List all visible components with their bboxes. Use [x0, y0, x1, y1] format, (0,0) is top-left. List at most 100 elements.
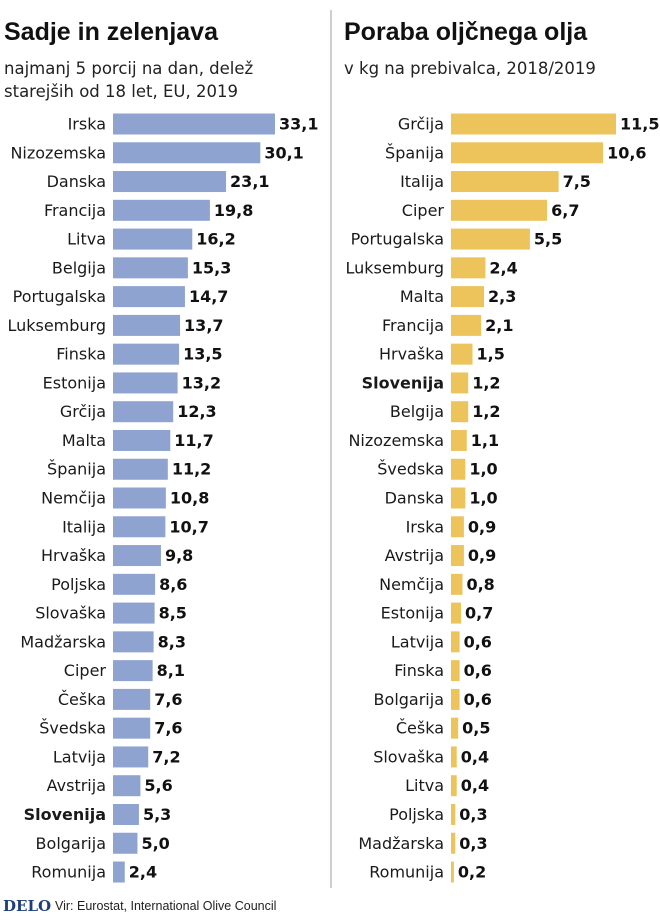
left-category-label-madzarska: Madžarska [20, 632, 106, 651]
left-value-label-portugalska: 14,7 [189, 287, 228, 306]
left-bar-madzarska [113, 631, 154, 653]
right-bar-hrvaska [451, 343, 473, 365]
right-category-label-svedska: Švedska [377, 460, 444, 479]
left-chart-subtitle-line-1: najmanj 5 porcij na dan, delež [4, 59, 253, 78]
right-value-label-danska: 1,0 [469, 489, 497, 508]
right-value-label-portugalska: 5,5 [534, 230, 562, 249]
right-bar-latvija [451, 631, 460, 653]
left-category-label-svedska: Švedska [39, 719, 106, 738]
left-value-label-malta: 11,7 [174, 431, 213, 450]
left-bar-slovaska [113, 602, 155, 624]
right-value-label-italija: 7,5 [563, 172, 591, 191]
left-category-label-luksemburg: Luksemburg [7, 316, 106, 335]
left-value-label-estonija: 13,2 [182, 373, 221, 392]
right-category-label-bolgarija: Bolgarija [374, 690, 444, 709]
right-bar-estonija [451, 602, 462, 624]
right-chart-subtitle: v kg na prebivalca, 2018/2019 [344, 59, 596, 78]
left-category-label-latvija: Latvija [53, 747, 106, 766]
right-category-label-estonija: Estonija [381, 604, 444, 623]
right-bar-irska [451, 516, 464, 538]
right-bar-nemcija [451, 573, 463, 595]
right-category-label-poljska: Poljska [389, 805, 444, 824]
right-category-label-latvija: Latvija [391, 632, 444, 651]
right-value-label-litva: 0,4 [461, 776, 489, 795]
right-category-label-hrvaska: Hrvaška [379, 345, 444, 364]
left-category-label-belgija: Belgija [52, 258, 106, 277]
right-value-label-latvija: 0,6 [464, 632, 492, 651]
left-category-label-litva: Litva [67, 230, 106, 249]
left-bar-italija [113, 516, 166, 538]
right-bar-madzarska [451, 832, 456, 854]
right-category-label-slovenija: Slovenija [362, 373, 444, 392]
left-value-label-ciper: 8,1 [157, 661, 185, 680]
right-category-label-madzarska: Madžarska [358, 834, 444, 853]
right-bar-ciper [451, 199, 548, 221]
left-category-label-nemcija: Nemčija [41, 489, 106, 508]
right-bar-grcija [451, 113, 616, 135]
right-chart-bars: Grčija 11,5 Španija 10,6 Italija 7,5 Ciper 6,7 P… [345, 113, 659, 883]
right-bar-slovenija [451, 372, 469, 394]
right-value-label-belgija: 1,2 [472, 402, 500, 421]
right-bar-luksemburg [451, 257, 486, 279]
right-category-label-ciper: Ciper [402, 201, 445, 220]
left-category-label-estonija: Estonija [43, 373, 106, 392]
right-value-label-grcija: 11,5 [620, 115, 659, 134]
right-value-label-malta: 2,3 [488, 287, 516, 306]
left-value-label-luksemburg: 13,7 [184, 316, 223, 335]
left-value-label-spanija: 11,2 [172, 460, 211, 479]
left-category-label-irska: Irska [68, 115, 106, 134]
left-category-label-hrvaska: Hrvaška [41, 546, 106, 565]
right-category-label-belgija: Belgija [390, 402, 444, 421]
left-value-label-romunija: 2,4 [129, 863, 157, 882]
right-bar-poljska [451, 803, 456, 825]
right-value-label-finska: 0,6 [464, 661, 492, 680]
left-chart-subtitle-line-2: starejših od 18 let, EU, 2019 [4, 82, 238, 101]
right-value-label-nemcija: 0,8 [466, 575, 494, 594]
left-category-label-poljska: Poljska [51, 575, 106, 594]
left-category-label-portugalska: Portugalska [13, 287, 106, 306]
right-bar-belgija [451, 401, 469, 423]
left-category-label-grcija: Grčija [60, 402, 106, 421]
right-category-label-francija: Francija [382, 316, 444, 335]
right-value-label-slovaska: 0,4 [461, 747, 489, 766]
left-value-label-nemcija: 10,8 [170, 489, 209, 508]
right-value-label-spanija: 10,6 [607, 143, 646, 162]
right-value-label-madzarska: 0,3 [459, 834, 487, 853]
left-category-label-romunija: Romunija [31, 863, 106, 882]
right-bar-nizozemska [451, 429, 467, 451]
source-note: Vir: Eurostat, International Olive Counc… [55, 899, 276, 913]
left-value-label-hrvaska: 9,8 [165, 546, 193, 565]
right-chart-panel: Poraba oljčnega olja v kg na prebivalca,… [344, 18, 659, 883]
left-value-label-danska: 23,1 [230, 172, 269, 191]
left-bar-ciper [113, 660, 153, 682]
left-value-label-nizozemska: 30,1 [264, 143, 303, 162]
right-category-label-slovaska: Slovaška [373, 747, 444, 766]
left-value-label-francija: 19,8 [214, 201, 253, 220]
left-bar-slovenija [113, 803, 139, 825]
left-category-label-avstrija: Avstrija [47, 776, 106, 795]
right-category-label-luksemburg: Luksemburg [345, 258, 444, 277]
right-category-label-finska: Finska [394, 661, 444, 680]
left-category-label-ceska: Češka [58, 690, 106, 709]
right-category-label-avstrija: Avstrija [385, 546, 444, 565]
left-bar-latvija [113, 746, 149, 768]
left-category-label-finska: Finska [56, 345, 106, 364]
left-category-label-nizozemska: Nizozemska [10, 143, 106, 162]
right-value-label-nizozemska: 1,1 [471, 431, 499, 450]
right-bar-ceska [451, 717, 459, 739]
left-category-label-ciper: Ciper [64, 661, 107, 680]
right-bar-spanija [451, 142, 604, 164]
left-bar-spanija [113, 458, 168, 480]
left-bar-poljska [113, 573, 156, 595]
left-bar-portugalska [113, 286, 185, 308]
right-bar-avstrija [451, 545, 464, 567]
left-bar-francija [113, 199, 210, 221]
left-bar-avstrija [113, 775, 141, 797]
right-value-label-avstrija: 0,9 [468, 546, 496, 565]
right-category-label-romunija: Romunija [369, 863, 444, 882]
left-bar-irska [113, 113, 275, 135]
left-value-label-avstrija: 5,6 [144, 776, 172, 795]
left-value-label-finska: 13,5 [183, 345, 222, 364]
right-value-label-irska: 0,9 [468, 517, 496, 536]
